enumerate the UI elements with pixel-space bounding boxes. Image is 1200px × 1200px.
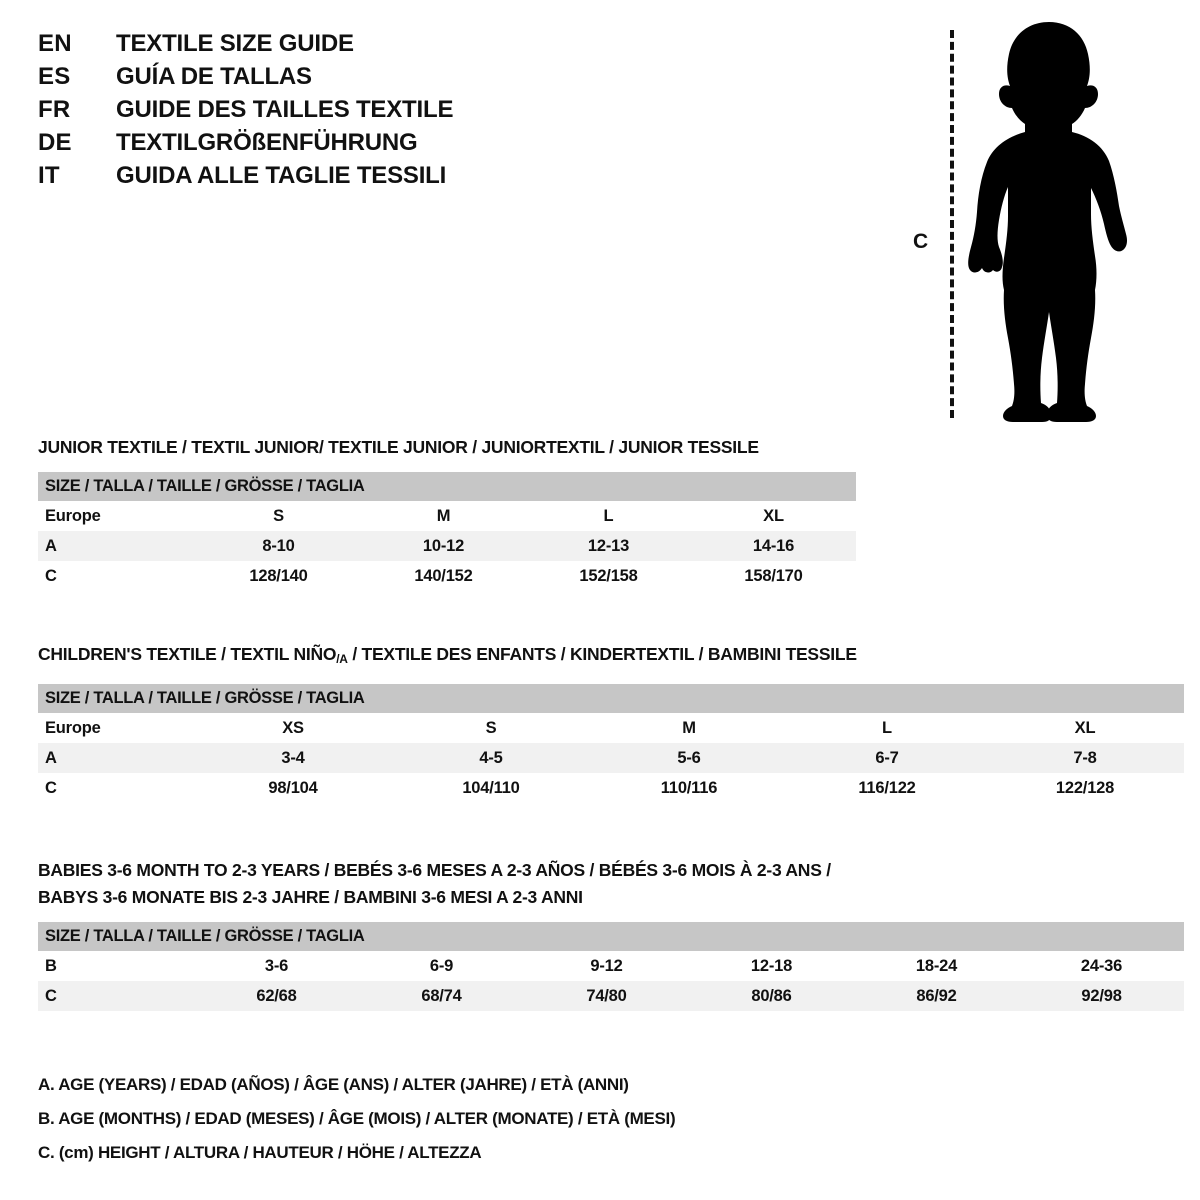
children-cell: 7-8 [986, 743, 1184, 773]
children-cell: 116/122 [788, 773, 986, 803]
junior-cell: 140/152 [361, 561, 526, 591]
language-code-fr: FR [38, 96, 71, 123]
children-cell: 6-7 [788, 743, 986, 773]
junior-column-header: XL [691, 501, 857, 531]
children-cell: 4-5 [392, 743, 590, 773]
babies-cell: 24-36 [1019, 951, 1185, 981]
legend-line-c: C. (cm) HEIGHT / ALTURA / HAUTEUR / HÖHE… [38, 1143, 482, 1162]
children-cell: 110/116 [590, 773, 788, 803]
babies-cell: 6-9 [359, 951, 524, 981]
junior-cell: 12-13 [526, 531, 691, 561]
children-cell: 122/128 [986, 773, 1184, 803]
table-row: C 62/68 68/74 74/80 80/86 86/92 92/98 [38, 981, 1185, 1011]
babies-band-label: SIZE / TALLA / TAILLE / GRÖSSE / TAGLIA [38, 922, 1185, 951]
junior-cell: 152/158 [526, 561, 691, 591]
language-code-de: DE [38, 129, 72, 156]
table-row: A 8-10 10-12 12-13 14-16 [38, 531, 857, 561]
section-babies-textile: BABIES 3-6 MONTH TO 2-3 YEARS / BEBÉS 3-… [38, 857, 1185, 1011]
babies-cell: 86/92 [854, 981, 1019, 1011]
babies-cell: 80/86 [689, 981, 854, 1011]
junior-column-header: S [196, 501, 361, 531]
babies-cell: 92/98 [1019, 981, 1185, 1011]
children-cell: 3-4 [194, 743, 392, 773]
height-dashed-line [950, 30, 954, 418]
children-row-label-a: A [38, 743, 194, 773]
section-title-babies-line1: BABIES 3-6 MONTH TO 2-3 YEARS / BEBÉS 3-… [38, 860, 831, 880]
babies-cell: 74/80 [524, 981, 689, 1011]
language-row: EN TEXTILE SIZE GUIDE [38, 30, 598, 63]
guide-title-fr: GUIDE DES TAILLES TEXTILE [116, 96, 454, 123]
guide-title-es: GUÍA DE TALLAS [116, 63, 312, 90]
language-row: IT GUIDA ALLE TAGLIE TESSILI [38, 162, 598, 195]
children-band-label: SIZE / TALLA / TAILLE / GRÖSSE / TAGLIA [38, 684, 1184, 713]
junior-cell: 14-16 [691, 531, 857, 561]
junior-row-label-europe: Europe [38, 501, 196, 531]
babies-cell: 62/68 [194, 981, 359, 1011]
language-row: ES GUÍA DE TALLAS [38, 63, 598, 96]
junior-column-header: L [526, 501, 691, 531]
guide-title-it: GUIDA ALLE TAGLIE TESSILI [116, 162, 447, 189]
measurement-legend: A. AGE (YEARS) / EDAD (AÑOS) / ÂGE (ANS)… [38, 1068, 938, 1170]
section-title-children: CHILDREN'S TEXTILE / TEXTIL NIÑO/A / TEX… [38, 641, 1184, 673]
section-title-children-pre: CHILDREN'S TEXTILE / TEXTIL NIÑO [38, 644, 337, 664]
babies-cell: 12-18 [689, 951, 854, 981]
babies-cell: 68/74 [359, 981, 524, 1011]
table-row: B 3-6 6-9 9-12 12-18 18-24 24-36 [38, 951, 1185, 981]
language-code-en: EN [38, 30, 72, 57]
children-cell: 5-6 [590, 743, 788, 773]
language-code-it: IT [38, 162, 60, 189]
table-row: C 128/140 140/152 152/158 158/170 [38, 561, 857, 591]
section-title-junior: JUNIOR TEXTILE / TEXTIL JUNIOR/ TEXTILE … [38, 437, 759, 457]
babies-size-table: SIZE / TALLA / TAILLE / GRÖSSE / TAGLIA … [38, 922, 1185, 1011]
children-column-header: XS [194, 713, 392, 743]
children-column-header: XL [986, 713, 1184, 743]
babies-cell: 9-12 [524, 951, 689, 981]
legend-line-b: B. AGE (MONTHS) / EDAD (MESES) / ÂGE (MO… [38, 1109, 676, 1128]
junior-cell: 8-10 [196, 531, 361, 561]
section-title-children-post: / TEXTILE DES ENFANTS / KINDERTEXTIL / B… [347, 644, 857, 664]
junior-size-table: SIZE / TALLA / TAILLE / GRÖSSE / TAGLIA … [38, 472, 857, 591]
babies-row-label-b: B [38, 951, 194, 981]
junior-row-label-c: C [38, 561, 196, 591]
guide-title-de: TEXTILGRÖßENFÜHRUNG [116, 129, 418, 156]
babies-cell: 3-6 [194, 951, 359, 981]
section-children-textile: CHILDREN'S TEXTILE / TEXTIL NIÑO/A / TEX… [38, 641, 1184, 803]
junior-cell: 158/170 [691, 561, 857, 591]
children-row-label-europe: Europe [38, 713, 194, 743]
children-column-header: M [590, 713, 788, 743]
language-row: FR GUIDE DES TAILLES TEXTILE [38, 96, 598, 129]
children-size-table: SIZE / TALLA / TAILLE / GRÖSSE / TAGLIA … [38, 684, 1184, 803]
children-cell: 104/110 [392, 773, 590, 803]
legend-line-a: A. AGE (YEARS) / EDAD (AÑOS) / ÂGE (ANS)… [38, 1075, 629, 1094]
table-row: A 3-4 4-5 5-6 6-7 7-8 [38, 743, 1184, 773]
table-row: Europe S M L XL [38, 501, 857, 531]
table-band-header-row: SIZE / TALLA / TAILLE / GRÖSSE / TAGLIA [38, 922, 1185, 951]
guide-title-en: TEXTILE SIZE GUIDE [116, 30, 354, 57]
height-illustration: C [905, 12, 1135, 422]
junior-row-label-a: A [38, 531, 196, 561]
children-cell: 98/104 [194, 773, 392, 803]
junior-column-header: M [361, 501, 526, 531]
babies-cell: 18-24 [854, 951, 1019, 981]
junior-cell: 128/140 [196, 561, 361, 591]
children-column-header: S [392, 713, 590, 743]
table-band-header-row: SIZE / TALLA / TAILLE / GRÖSSE / TAGLIA [38, 472, 857, 501]
table-row: Europe XS S M L XL [38, 713, 1184, 743]
language-code-es: ES [38, 63, 71, 90]
babies-row-label-c: C [38, 981, 194, 1011]
children-column-header: L [788, 713, 986, 743]
child-silhouette-icon [968, 22, 1127, 422]
language-header: EN TEXTILE SIZE GUIDE ES GUÍA DE TALLAS … [38, 30, 598, 195]
section-junior-textile: JUNIOR TEXTILE / TEXTIL JUNIOR/ TEXTILE … [38, 434, 857, 591]
children-row-label-c: C [38, 773, 194, 803]
junior-band-label: SIZE / TALLA / TAILLE / GRÖSSE / TAGLIA [38, 472, 857, 501]
table-row: C 98/104 104/110 110/116 116/122 122/128 [38, 773, 1184, 803]
section-title-babies-line2: BABYS 3-6 MONATE BIS 2-3 JAHRE / BAMBINI… [38, 887, 583, 907]
junior-cell: 10-12 [361, 531, 526, 561]
height-marker-label: C [913, 230, 929, 253]
language-row: DE TEXTILGRÖßENFÜHRUNG [38, 129, 598, 162]
table-band-header-row: SIZE / TALLA / TAILLE / GRÖSSE / TAGLIA [38, 684, 1184, 713]
section-title-children-sub: /A [336, 652, 348, 666]
